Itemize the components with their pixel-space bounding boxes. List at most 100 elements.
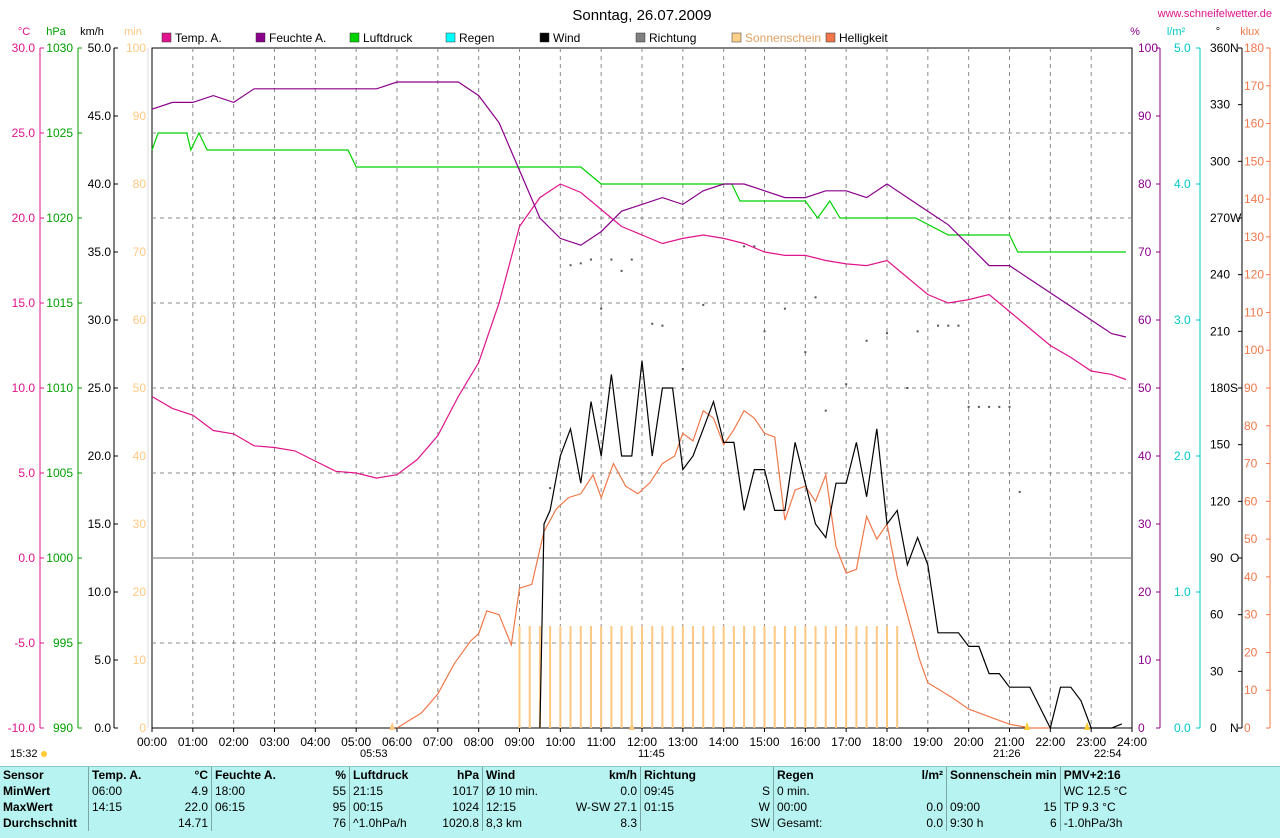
axis-tick-label-temp_c: 30.0 bbox=[12, 41, 36, 55]
axis-tick-label-rain_lm2: 4.0 bbox=[1174, 177, 1191, 191]
legend-label: Sonnenschein bbox=[745, 31, 821, 45]
time-tick-label: 12:00 bbox=[627, 735, 657, 749]
axis-tick-label-sun_min: 10 bbox=[133, 653, 147, 667]
statistics-cell: 00:00 bbox=[773, 799, 860, 815]
direction-point bbox=[998, 405, 1001, 408]
axis-tick-label-direction_deg: 270 bbox=[1210, 211, 1230, 225]
statistics-header-cell: Sensor bbox=[3, 768, 44, 782]
statistics-cell: 6 bbox=[1050, 816, 1057, 830]
axis-tick-label-temp_c: 10.0 bbox=[12, 381, 36, 395]
axis-tick-label-pressure_hpa: 1015 bbox=[46, 296, 73, 310]
series-line-temp-a bbox=[151, 183, 1127, 479]
weather-chart: Sonntag, 26.07.2009 www.schneifelwetter.… bbox=[7, 7, 1272, 760]
statistics-table: Sensor Temp. A. °C Feuchte A.% Luftdruck hPa W… bbox=[0, 766, 1280, 838]
axis-tick-label-brightness_klux: 90 bbox=[1244, 381, 1258, 395]
statistics-cell: 14.71 bbox=[177, 816, 208, 830]
legend-swatch bbox=[539, 32, 550, 43]
axis-tick-label-sun_min: 20 bbox=[133, 585, 147, 599]
axis-tick-label-humidity_pct: 60 bbox=[1138, 313, 1152, 327]
time-tick-label: 14:00 bbox=[709, 735, 739, 749]
axis-tick-label-humidity_pct: 50 bbox=[1138, 381, 1152, 395]
series-line-luftdruck bbox=[151, 131, 1126, 253]
unit-label: % bbox=[1130, 26, 1140, 38]
direction-point bbox=[651, 322, 654, 325]
axis-tick-label-wind_kmh: 25.0 bbox=[88, 381, 112, 395]
statistics-header-cell: km/h bbox=[608, 768, 637, 782]
axis-tick-label-brightness_klux: 0 bbox=[1244, 721, 1251, 735]
statistics-cell: 9:30 h bbox=[945, 815, 1009, 831]
statistics-header-cell: Temp. A. bbox=[88, 767, 155, 783]
direction-point bbox=[916, 330, 919, 333]
moonrise-label: 15:32 bbox=[10, 748, 38, 760]
axis-tick-label-direction_deg: 0 bbox=[1210, 721, 1217, 735]
statistics-row-label: Durchschnitt bbox=[3, 816, 78, 830]
statistics-cell: S bbox=[761, 784, 770, 798]
statistics-cell: 0.0 bbox=[926, 816, 943, 830]
axis-tick-label-brightness_klux: 140 bbox=[1244, 192, 1264, 206]
axis-tick-label-brightness_klux: 110 bbox=[1244, 305, 1263, 319]
direction-point bbox=[610, 258, 613, 261]
statistics-cell: 76 bbox=[332, 816, 346, 830]
statistics-header-cell: Feuchte A. bbox=[211, 767, 303, 783]
statistics-cell: 09:45 bbox=[640, 783, 727, 799]
moon-icon bbox=[41, 751, 47, 757]
axis-tick-label-humidity_pct: 30 bbox=[1138, 517, 1152, 531]
statistics-cell: WC 12.5 °C bbox=[1059, 783, 1267, 799]
website-link[interactable]: www.schneifelwetter.de bbox=[1157, 8, 1272, 20]
statistics-header-cell: Sonnenschein min bbox=[946, 767, 1061, 783]
legend-label: Feuchte A. bbox=[269, 31, 326, 45]
time-tick-label: 16:00 bbox=[790, 735, 820, 749]
unit-label: °C bbox=[18, 26, 30, 38]
axis-tick-label-humidity_pct: 0 bbox=[1138, 721, 1145, 735]
time-tick-label: 11:00 bbox=[587, 735, 616, 749]
statistics-cell: 1024 bbox=[452, 800, 479, 814]
axis-tick-label-sun_min: 80 bbox=[133, 177, 147, 191]
axis-tick-label-sun_min: 60 bbox=[133, 313, 147, 327]
direction-point bbox=[1008, 405, 1011, 408]
axis-tick-label-brightness_klux: 80 bbox=[1244, 419, 1258, 433]
direction-point bbox=[845, 383, 848, 386]
legend-swatch bbox=[731, 32, 742, 43]
statistics-cell bbox=[1009, 783, 1060, 799]
time-tick-label: 24:00 bbox=[1117, 735, 1147, 749]
statistics-cell: W bbox=[758, 800, 770, 814]
unit-label: klux bbox=[1240, 26, 1260, 38]
axis-tick-label-rain_lm2: 1.0 bbox=[1174, 585, 1191, 599]
statistics-cell: 1020.8 bbox=[442, 816, 479, 830]
axis-tick-label-sun_min: 100 bbox=[126, 41, 146, 55]
axis-tick-label-pressure_hpa: 1030 bbox=[46, 41, 73, 55]
axis-tick-label-humidity_pct: 100 bbox=[1138, 41, 1158, 55]
sunset-label: 21:26 bbox=[993, 748, 1021, 760]
time-tick-label: 23:00 bbox=[1076, 735, 1106, 749]
axis-tick-label-sun_min: 50 bbox=[133, 381, 147, 395]
direction-point bbox=[743, 245, 746, 248]
statistics-cell: Ø 10 min. bbox=[482, 783, 569, 799]
axis-tick-label-pressure_hpa: 1025 bbox=[46, 126, 73, 140]
axis-units: °C hPa km/h min% l/m² ° klux bbox=[18, 26, 1260, 38]
axis-tick-label-pressure_hpa: 1000 bbox=[46, 551, 73, 565]
legend-label: Wind bbox=[553, 31, 580, 45]
legend-label: Temp. A. bbox=[175, 31, 222, 45]
direction-point bbox=[967, 405, 970, 408]
axis-tick-label-wind_kmh: 50.0 bbox=[88, 41, 112, 55]
statistics-header-row: Sensor Temp. A. °C Feuchte A.% Luftdruck hPa W… bbox=[0, 767, 1267, 783]
axis-tick-label-direction_deg: 90 bbox=[1210, 551, 1224, 565]
axis-tick-label-wind_kmh: 35.0 bbox=[88, 245, 112, 259]
axis-tick-label-direction_deg: 330 bbox=[1210, 98, 1230, 112]
direction-point bbox=[620, 269, 623, 272]
direction-point bbox=[906, 387, 909, 389]
statistics-cell: 55 bbox=[332, 784, 346, 798]
statistics-cell: 0.0 bbox=[620, 784, 637, 798]
axis-tick-label-wind_kmh: 30.0 bbox=[88, 313, 112, 327]
direction-point bbox=[865, 339, 868, 342]
axis-tick-label-humidity_pct: 90 bbox=[1138, 109, 1152, 123]
time-tick-label: 01:00 bbox=[178, 735, 208, 749]
direction-point bbox=[589, 258, 592, 261]
statistics-cell: 21:15 bbox=[349, 783, 436, 799]
axis-tick-label-wind_kmh: 15.0 bbox=[88, 517, 112, 531]
axis-tick-label-temp_c: 25.0 bbox=[12, 126, 36, 140]
axis-tick-label-humidity_pct: 10 bbox=[1138, 653, 1152, 667]
statistics-row-min: MinWert 06:00 4.9 18:00 55 21:15 1017 Ø 10 min.… bbox=[0, 783, 1267, 799]
statistics-header-cell: l/m² bbox=[921, 768, 943, 782]
direction-cardinal-label: O bbox=[1230, 551, 1239, 565]
